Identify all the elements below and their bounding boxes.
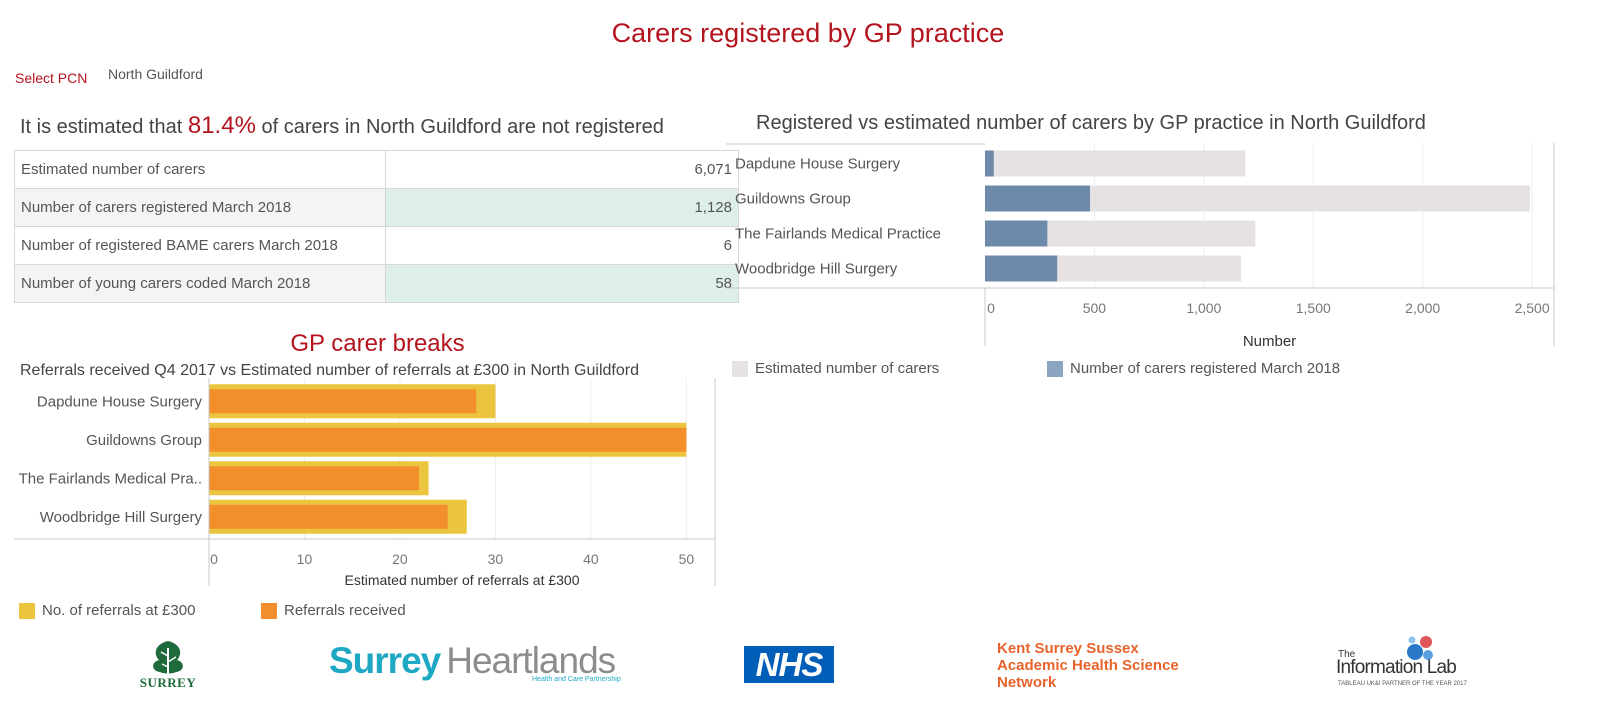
legend-label: Referrals received [284, 602, 406, 619]
x-tick-label: 1,000 [1186, 300, 1221, 316]
x-tick-label: 10 [297, 551, 313, 567]
x-tick-label: 30 [488, 551, 504, 567]
bubbles-icon [1407, 636, 1433, 660]
x-tick-label: 500 [1083, 300, 1107, 316]
bar-registered-carers [985, 255, 1058, 282]
legend-estimated: Estimated number of carers [732, 360, 939, 377]
row-label: Number of carers registered March 2018 [14, 188, 386, 227]
bar-referrals-received [209, 427, 687, 452]
select-pcn-label: Select PCN [15, 70, 88, 86]
registered-chart-title: Registered vs estimated number of carers… [756, 112, 1426, 134]
x-axis-title: Number [1243, 333, 1296, 350]
kss-logo-line3: Network [997, 674, 1057, 691]
category-label: The Fairlands Medical Practice [735, 226, 941, 243]
x-tick-label: 2,000 [1405, 300, 1440, 316]
category-label: The Fairlands Medical Pra.. [19, 470, 202, 487]
category-label: Woodbridge Hill Surgery [735, 261, 898, 278]
legend-referrals-300: No. of referrals at £300 [19, 602, 195, 619]
x-tick-label: 40 [583, 551, 599, 567]
legend-referrals-received: Referrals received [261, 602, 406, 619]
bar-registered-carers [985, 150, 994, 177]
summary-suffix: of carers in North Guildford are not reg… [255, 116, 664, 138]
oak-leaf-icon [153, 641, 183, 674]
table-row: Estimated number of carers 6,071 [14, 150, 739, 189]
legend-swatch-blue [1047, 360, 1063, 377]
nhs-logo-text: NHS [755, 645, 824, 683]
bar-estimated-carers [985, 150, 1246, 177]
infolab-logo-name: Information Lab [1336, 657, 1457, 678]
bar-referrals-received [209, 504, 448, 529]
referrals-chart-title: Referrals received Q4 2017 vs Estimated … [20, 362, 639, 379]
summary-table: Estimated number of carers 6,071 Number … [14, 150, 739, 303]
surrey-county-logo: SURREY [133, 638, 203, 690]
category-label: Woodbridge Hill Surgery [40, 509, 203, 526]
kss-logo-line1: Kent Surrey Sussex [997, 640, 1139, 657]
legend-swatch-orange [261, 602, 277, 619]
kss-logo-line2: Academic Health Science [997, 657, 1179, 674]
x-tick-label: 0 [987, 300, 995, 316]
x-tick-label: 50 [679, 551, 695, 567]
information-lab-logo: The Information Lab TABLEAU UK&I PARTNER… [1336, 635, 1481, 693]
x-axis-title: Estimated number of referrals at £300 [344, 572, 579, 588]
bar-registered-carers [985, 220, 1048, 247]
dashboard-title: Carers registered by GP practice [611, 18, 1005, 48]
kss-ahsn-logo: Kent Surrey Sussex Academic Health Scien… [997, 640, 1207, 691]
registered-chart: Dapdune House Surgery Guildowns Group The … [726, 143, 1555, 350]
surrey-logo-text: SURREY [139, 675, 197, 690]
summary-statement: It is estimated that 81.4% of carers in … [20, 112, 664, 140]
row-label: Number of young carers coded March 2018 [14, 264, 386, 303]
heartlands-logo-heartlands: Heartlands [446, 640, 616, 681]
x-tick-label: 2,500 [1515, 300, 1550, 316]
breaks-title: GP carer breaks [290, 330, 465, 357]
surrey-heartlands-logo: Surrey Heartlands Health and Care Partner… [329, 640, 629, 688]
row-label: Estimated number of carers [14, 150, 386, 189]
category-label: Guildowns Group [735, 191, 851, 208]
row-value: 58 [385, 264, 739, 303]
legend-swatch-grey [732, 360, 748, 377]
unregistered-percent: 81.4% [187, 112, 256, 139]
bar-registered-carers [985, 185, 1091, 212]
table-row: Number of young carers coded March 2018 … [14, 264, 739, 303]
x-tick-label: 20 [392, 551, 408, 567]
row-value: 6 [385, 226, 739, 265]
infolab-logo-the: The [1338, 649, 1356, 660]
bar-referrals-received [209, 466, 420, 491]
row-value: 6,071 [385, 150, 739, 189]
pcn-dropdown[interactable]: North Guildford [108, 66, 203, 82]
category-label: Guildowns Group [86, 432, 202, 449]
infolab-logo-tagline: TABLEAU UK&I PARTNER OF THE YEAR 2017 [1338, 681, 1467, 687]
legend-label: Number of carers registered March 2018 [1070, 360, 1341, 377]
table-row: Number of carers registered March 2018 1… [14, 188, 739, 227]
summary-prefix: It is estimated that [20, 116, 188, 138]
legend-label: No. of referrals at £300 [42, 602, 196, 619]
category-label: Dapdune House Surgery [37, 393, 203, 410]
legend-label: Estimated number of carers [755, 360, 940, 377]
row-label: Number of registered BAME carers March 2… [14, 226, 386, 265]
legend-swatch-yellow [19, 602, 35, 619]
row-value: 1,128 [385, 188, 739, 227]
x-tick-label: 0 [210, 551, 218, 567]
legend-registered: Number of carers registered March 2018 [1047, 360, 1340, 377]
nhs-logo: NHS [744, 646, 834, 683]
referrals-chart: Dapdune House Surgery Guildowns Group The … [14, 378, 716, 588]
heartlands-logo-tagline: Health and Care Partnership [532, 676, 621, 683]
table-row: Number of registered BAME carers March 2… [14, 226, 739, 265]
category-label: Dapdune House Surgery [735, 156, 901, 173]
heartlands-logo-surrey: Surrey [329, 640, 441, 681]
x-tick-label: 1,500 [1296, 300, 1331, 316]
bar-referrals-received [209, 389, 477, 414]
